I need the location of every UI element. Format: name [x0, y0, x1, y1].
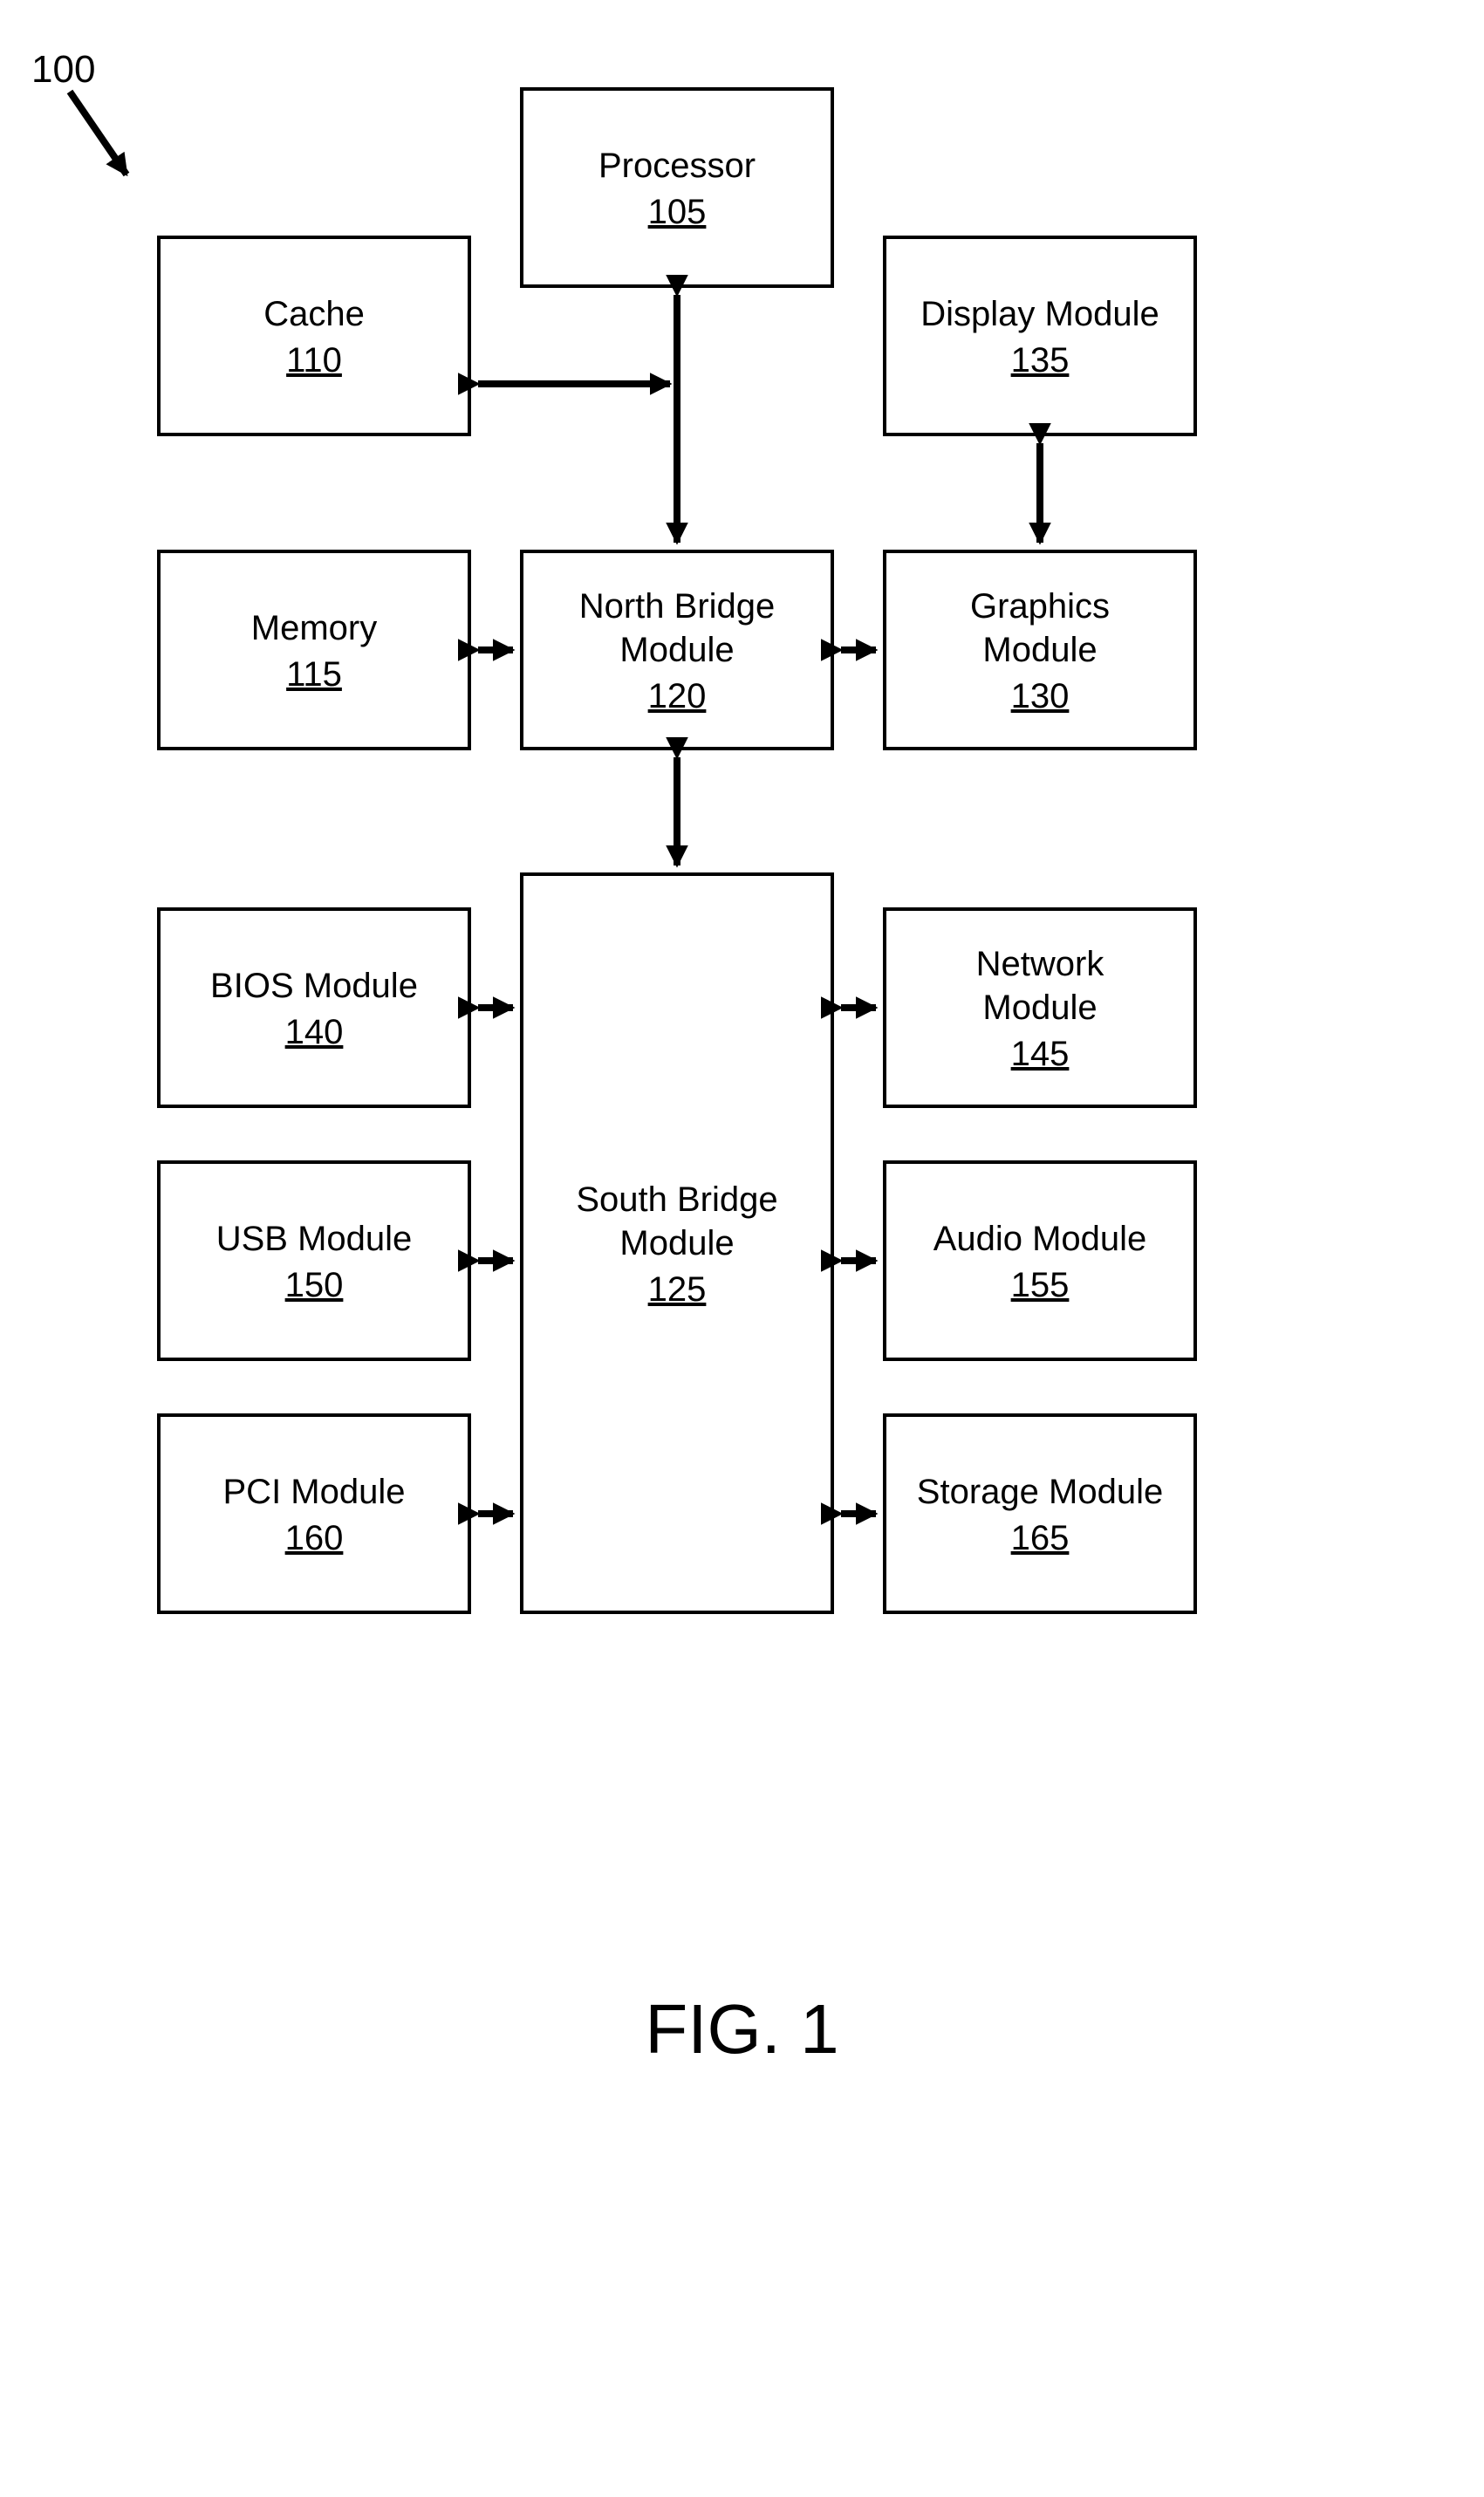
node-label: Audio Module	[933, 1217, 1147, 1261]
node-number: 110	[286, 341, 342, 380]
diagram-page: 100 Processor 105 Cache 110 Display Modu…	[0, 0, 1484, 2497]
node-pci: PCI Module 160	[157, 1413, 471, 1614]
node-label: USB Module	[216, 1217, 413, 1261]
node-graphics: Graphics Module 130	[883, 550, 1197, 750]
node-label: Storage Module	[917, 1470, 1163, 1514]
node-number: 125	[648, 1270, 707, 1310]
figure-reference-number: 100	[31, 48, 95, 92]
node-label: Processor	[598, 144, 756, 188]
node-number: 140	[285, 1013, 344, 1052]
node-number: 165	[1011, 1519, 1070, 1558]
node-storage: Storage Module 165	[883, 1413, 1197, 1614]
node-bios: BIOS Module 140	[157, 907, 471, 1108]
node-label: Memory	[251, 606, 377, 650]
node-label: BIOS Module	[210, 964, 418, 1008]
node-memory: Memory 115	[157, 550, 471, 750]
node-cache: Cache 110	[157, 236, 471, 436]
reference-pointer-arrow	[70, 92, 127, 174]
node-north-bridge: North Bridge Module 120	[520, 550, 834, 750]
node-network: Network Module 145	[883, 907, 1197, 1108]
node-number: 145	[1011, 1035, 1070, 1074]
node-south-bridge: South Bridge Module 125	[520, 872, 834, 1614]
node-label: Cache	[263, 292, 365, 336]
figure-caption: FIG. 1	[0, 1989, 1484, 2069]
node-usb: USB Module 150	[157, 1160, 471, 1361]
node-processor: Processor 105	[520, 87, 834, 288]
node-display: Display Module 135	[883, 236, 1197, 436]
node-number: 105	[648, 193, 707, 232]
node-number: 160	[285, 1519, 344, 1558]
node-label: Graphics Module	[970, 585, 1110, 672]
node-number: 130	[1011, 677, 1070, 716]
node-number: 115	[286, 655, 342, 694]
node-number: 155	[1011, 1266, 1070, 1305]
node-label: South Bridge Module	[576, 1178, 777, 1265]
node-label: PCI Module	[223, 1470, 406, 1514]
node-label: North Bridge Module	[579, 585, 776, 672]
node-label: Display Module	[920, 292, 1159, 336]
node-number: 135	[1011, 341, 1070, 380]
node-number: 150	[285, 1266, 344, 1305]
node-label: Network Module	[976, 942, 1104, 1030]
node-audio: Audio Module 155	[883, 1160, 1197, 1361]
node-number: 120	[648, 677, 707, 716]
